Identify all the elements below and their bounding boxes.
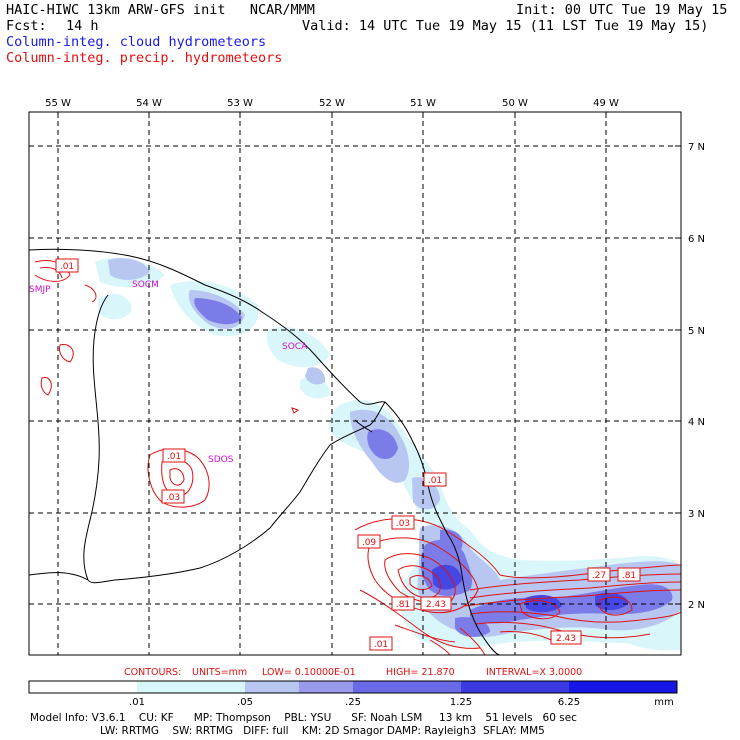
map-area — [29, 112, 681, 655]
colorbar-segment — [137, 681, 245, 693]
colorbar-tick: .05 — [237, 697, 253, 708]
colorbar-tick: .01 — [129, 697, 145, 708]
precip-contours — [34, 260, 681, 655]
colorbar-tick: 6.25 — [558, 697, 580, 708]
contour-label: 2.43 — [556, 634, 576, 644]
contour-label: .09 — [362, 538, 377, 548]
contour-label: .03 — [396, 519, 410, 529]
lat-label: 3 N — [688, 509, 705, 520]
init-time: Init: 00 UTC Tue 19 May 15 — [516, 2, 728, 18]
latitude-labels: 7 N 6 N 5 N 4 N 3 N 2 N — [688, 142, 705, 611]
lon-label: 54 W — [136, 98, 162, 109]
lat-label: 7 N — [688, 142, 705, 153]
lon-label: 49 W — [593, 98, 619, 109]
graticule — [29, 112, 681, 655]
model-info-line2: LW: RRTMG SW: RRTMG DIFF: full KM: 2D Sm… — [100, 725, 545, 737]
lon-label: 55 W — [45, 98, 71, 109]
forecast-label: Fcst: — [6, 18, 47, 34]
colorbar-segment — [299, 681, 353, 693]
colorbar-segment — [245, 681, 299, 693]
station-label: SMJP — [29, 285, 51, 295]
contour-label: .03 — [166, 493, 180, 503]
lat-label: 6 N — [688, 234, 705, 245]
contour-label: .01 — [167, 452, 181, 462]
colorbar-tick: .25 — [345, 697, 361, 708]
colorbar-segment — [29, 681, 137, 693]
lon-label: 51 W — [410, 98, 436, 109]
contour-info-low: LOW= 0.10000E-01 — [262, 667, 356, 678]
coastline — [29, 248, 501, 655]
forecast-hour: 14 h — [66, 18, 99, 34]
lat-label: 4 N — [688, 417, 705, 428]
station-label: SDOS — [208, 455, 234, 465]
model-info-line1: Model Info: V3.6.1 CU: KF MP: Thompson P… — [30, 712, 577, 724]
contour-label: .81 — [622, 571, 636, 581]
contour-info-title: CONTOURS: — [124, 667, 181, 678]
field-cloud-title: Column-integ. cloud hydrometeors — [6, 34, 267, 50]
lon-label: 53 W — [227, 98, 253, 109]
station-labels: SMJP SOCM SOCA SDOS — [29, 280, 308, 465]
lon-label: 52 W — [319, 98, 345, 109]
contour-info-interval: INTERVAL=X 3.0000 — [486, 667, 582, 678]
colorbar-segment — [569, 681, 677, 693]
contour-label: .27 — [592, 571, 606, 581]
lon-label: 50 W — [502, 98, 528, 109]
map-frame — [28, 111, 682, 656]
contour-info-units: UNITS=mm — [192, 667, 247, 678]
colorbar-tick: 1.25 — [450, 697, 472, 708]
contour-label: .01 — [60, 262, 74, 272]
contour-info: CONTOURS: UNITS=mm LOW= 0.10000E-01 HIGH… — [124, 667, 582, 678]
contour-label: .81 — [396, 600, 410, 610]
colorbar-unit: mm — [654, 697, 673, 708]
colorbar-segment — [353, 681, 461, 693]
contour-label: .01 — [428, 476, 442, 486]
station-label: SOCM — [132, 280, 159, 290]
lat-label: 5 N — [688, 326, 705, 337]
contour-label: .01 — [374, 640, 388, 650]
colorbar: .01 .05 .25 1.25 6.25 mm — [28, 680, 678, 708]
lat-label: 2 N — [688, 600, 705, 611]
tick-marks — [57, 112, 681, 605]
station-label: SOCA — [282, 342, 308, 352]
colorbar-frame — [28, 680, 678, 694]
contour-labels: .01 .01 .03 .01 .03 .09 .81 2.43 .27 .81… — [55, 258, 641, 651]
longitude-labels: 55 W 54 W 53 W 52 W 51 W 50 W 49 W — [45, 98, 619, 109]
plot-title: HAIC-HIWC 13km ARW-GFS init NCAR/MMM — [6, 2, 315, 18]
contour-info-high: HIGH= 21.870 — [386, 667, 455, 678]
field-precip-title: Column-integ. precip. hydrometeors — [6, 50, 283, 66]
valid-time: Valid: 14 UTC Tue 19 May 15 (11 LST Tue … — [302, 18, 709, 34]
colorbar-segment — [461, 681, 569, 693]
contour-label: 2.43 — [426, 600, 446, 610]
